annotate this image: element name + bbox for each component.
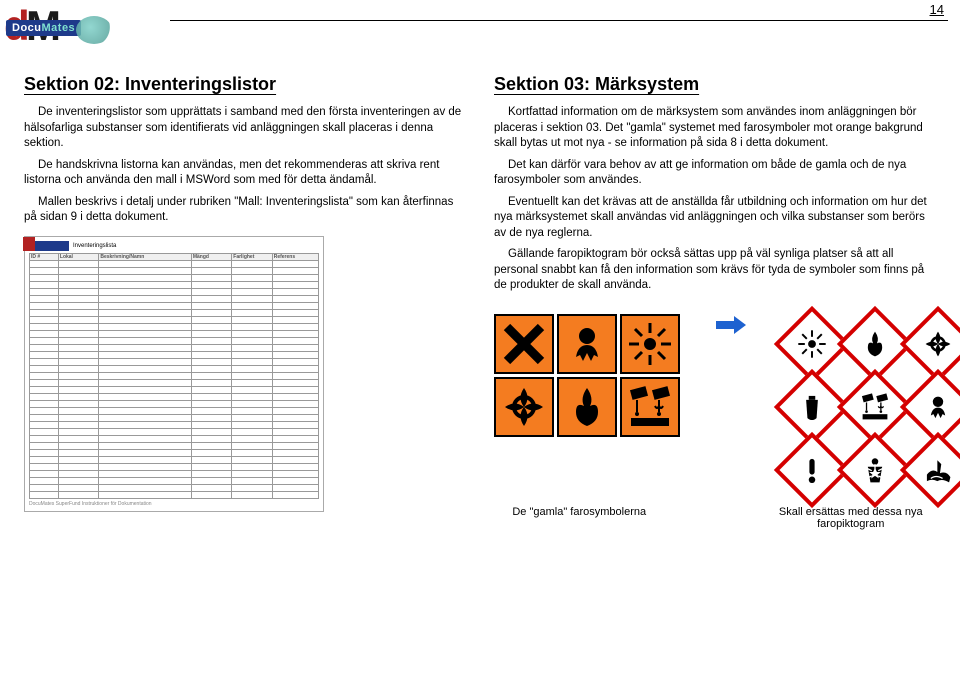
- section-02-p3: Mallen beskrivs i detalj under rubriken …: [24, 195, 466, 226]
- table-row: [30, 379, 319, 386]
- table-row: [30, 309, 319, 316]
- table-row: [30, 260, 319, 267]
- table-row: [30, 288, 319, 295]
- new-hazard-flammable-icon: [845, 314, 905, 374]
- logo-wordmark: DocuMates: [6, 20, 81, 36]
- hazard-symbol-comparison: [494, 314, 936, 500]
- section-03-p4: Gällande faropiktogram bör också sättas …: [494, 247, 936, 294]
- new-hazard-health-icon: [845, 440, 905, 500]
- col-lokal: Lokal: [58, 253, 98, 260]
- logo-swirl-icon: [76, 16, 112, 44]
- table-row: [30, 428, 319, 435]
- table-row: [30, 435, 319, 442]
- table-row: [30, 393, 319, 400]
- inventory-form-title: Inventeringslista: [73, 243, 116, 249]
- new-hazard-exclaim-icon: [782, 440, 842, 500]
- table-row: [30, 491, 319, 498]
- table-row: [30, 449, 319, 456]
- hazard-captions: De "gamla" farosymbolerna Skall ersättas…: [494, 506, 936, 530]
- table-row: [30, 484, 319, 491]
- section-03-p3: Eventuellt kan det krävas att de anställ…: [494, 195, 936, 242]
- new-hazard-grid: [782, 314, 960, 500]
- old-hazard-toxic-icon: [557, 314, 617, 374]
- documates-logo: d M DocuMates: [4, 4, 164, 44]
- table-row: [30, 463, 319, 470]
- section-02-p1: De inventeringslistor som upprättats i s…: [24, 105, 466, 152]
- mini-logo-icon: [29, 241, 69, 251]
- new-hazard-gas-icon: [782, 377, 842, 437]
- new-hazard-corrosive-icon: [845, 377, 905, 437]
- page-content: Sektion 02: Inventeringslistor De invent…: [24, 74, 936, 690]
- old-hazard-flammable-icon: [557, 377, 617, 437]
- header-rule: [170, 20, 948, 21]
- col-id: ID #: [30, 253, 59, 260]
- old-hazard-explosive-icon: [620, 314, 680, 374]
- table-row: [30, 365, 319, 372]
- table-row: [30, 344, 319, 351]
- table-row: [30, 456, 319, 463]
- new-hazard-environment-icon: [908, 440, 960, 500]
- old-hazard-irritant-icon: [494, 314, 554, 374]
- inventory-form-table: ID # Lokal Beskrivning/Namn Mängd Farlig…: [29, 253, 319, 499]
- inventory-form-header: Inventeringslista: [29, 241, 319, 251]
- table-row: [30, 281, 319, 288]
- table-row: [30, 386, 319, 393]
- old-hazard-oxidizing-icon: [494, 377, 554, 437]
- new-hazard-explosive-icon: [782, 314, 842, 374]
- page-number: 14: [930, 2, 944, 17]
- new-hazard-toxic-icon: [908, 377, 960, 437]
- table-row: [30, 330, 319, 337]
- section-03-title: Sektion 03: Märksystem: [494, 74, 936, 95]
- old-symbols-caption: De "gamla" farosymbolerna: [494, 506, 664, 530]
- page-header: d M DocuMates 14: [0, 0, 960, 56]
- table-row: [30, 400, 319, 407]
- table-row: [30, 372, 319, 379]
- table-row: [30, 267, 319, 274]
- section-02-p2: De handskrivna listorna kan användas, me…: [24, 158, 466, 189]
- old-hazard-corrosive-icon: [620, 377, 680, 437]
- table-row: [30, 470, 319, 477]
- col-mangd: Mängd: [191, 253, 231, 260]
- table-row: [30, 316, 319, 323]
- table-row: [30, 358, 319, 365]
- table-row: [30, 302, 319, 309]
- table-row: [30, 421, 319, 428]
- section-03-p2: Det kan därför vara behov av att ge info…: [494, 158, 936, 189]
- replace-arrow: [716, 314, 746, 366]
- col-farlighet: Farlighet: [232, 253, 272, 260]
- inventory-form-footer: DocuMates SuperFund Instruktioner för Do…: [29, 501, 319, 507]
- table-row: [30, 295, 319, 302]
- arrow-right-icon: [716, 314, 746, 336]
- table-row: [30, 323, 319, 330]
- col-referens: Referens: [272, 253, 318, 260]
- inventory-form-preview: Inventeringslista ID # Lokal Beskrivning…: [24, 236, 324, 512]
- table-row: [30, 442, 319, 449]
- table-row: [30, 351, 319, 358]
- table-row: [30, 407, 319, 414]
- table-row: [30, 414, 319, 421]
- new-symbols-caption: Skall ersättas med dessa nya faropiktogr…: [766, 506, 936, 530]
- section-03-p1: Kortfattad information om de märksystem …: [494, 105, 936, 152]
- section-02-title: Sektion 02: Inventeringslistor: [24, 74, 466, 95]
- left-column: Sektion 02: Inventeringslistor De invent…: [24, 74, 466, 690]
- col-beskrivning: Beskrivning/Namn: [99, 253, 191, 260]
- table-row: [30, 274, 319, 281]
- new-hazard-oxidizing-icon: [908, 314, 960, 374]
- right-column: Sektion 03: Märksystem Kortfattad inform…: [494, 74, 936, 690]
- table-row: [30, 477, 319, 484]
- old-hazard-grid: [494, 314, 680, 437]
- table-row: [30, 337, 319, 344]
